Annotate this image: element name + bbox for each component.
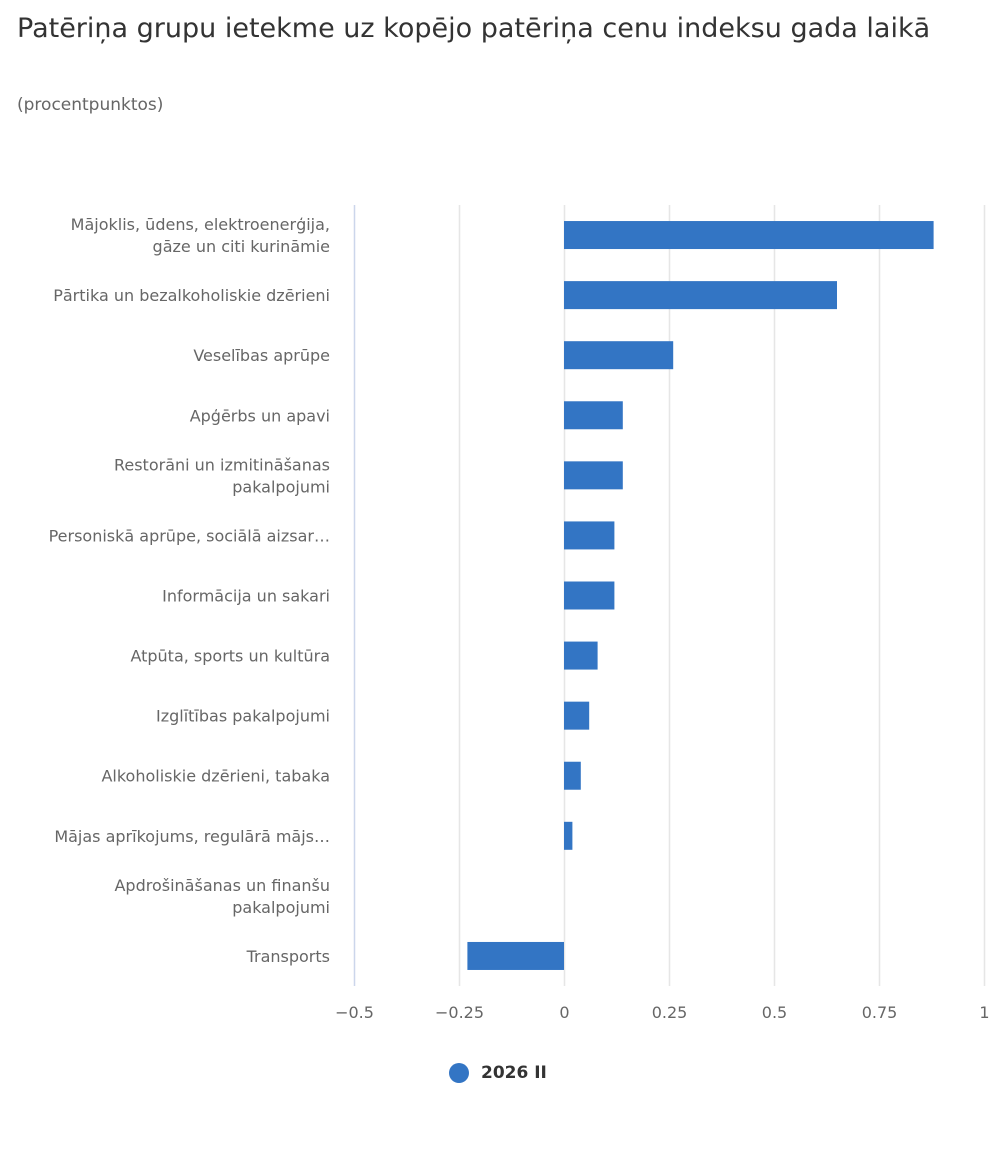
category-label: Mājoklis, ūdens, elektroenerģija, gāze un…: [71, 215, 330, 256]
bar[interactable]: [564, 821, 573, 850]
category-label: Apdrošināšanas un finanšu pakalpojumi: [114, 876, 330, 917]
bar[interactable]: [564, 341, 674, 370]
gridlines: [458, 205, 986, 986]
bar[interactable]: [564, 761, 581, 790]
bar[interactable]: [467, 941, 564, 970]
bars: [467, 221, 934, 970]
x-tick-label: 0.25: [652, 1003, 688, 1022]
legend-label[interactable]: 2026 II: [481, 1063, 547, 1083]
x-tick-label: −0.25: [435, 1003, 484, 1022]
category-label: Pārtika un bezalkoholiskie dzērieni: [53, 286, 330, 305]
category-labels: Mājoklis, ūdens, elektroenerģija, gāze un…: [49, 215, 330, 966]
category-label: Restorāni un izmitināšanas pakalpojumi: [114, 455, 330, 496]
legend-marker-icon[interactable]: [449, 1063, 469, 1083]
category-label: Mājas aprīkojums, regulārā mājs…: [54, 827, 330, 846]
bar[interactable]: [564, 641, 598, 670]
category-label: Izglītības pakalpojumi: [156, 707, 330, 726]
category-label: Apģērbs un apavi: [190, 406, 330, 425]
legend: 2026 II: [449, 1063, 547, 1083]
category-label: Personiskā aprūpe, sociālā aizsar…: [49, 526, 330, 545]
x-tick-label: 0.75: [862, 1003, 898, 1022]
x-tick-label: −0.5: [335, 1003, 374, 1022]
bar[interactable]: [564, 701, 590, 730]
x-tick-label: 0.5: [762, 1003, 787, 1022]
bar[interactable]: [564, 401, 623, 430]
x-tick-label: 0: [559, 1003, 569, 1022]
category-label: Informācija un sakari: [162, 587, 330, 606]
bar[interactable]: [564, 221, 934, 250]
bar[interactable]: [564, 581, 615, 610]
bar[interactable]: [564, 461, 623, 490]
bar[interactable]: [564, 521, 615, 550]
bar[interactable]: [564, 281, 837, 310]
x-axis-tick-labels: −0.5 −0.25 0 0.25 0.5 0.75 1: [335, 1003, 990, 1022]
category-label: Transports: [246, 947, 330, 966]
category-label: Atpūta, sports un kultūra: [130, 647, 330, 666]
chart-subtitle: (procentpunktos): [17, 95, 164, 115]
category-label: Veselības aprūpe: [193, 346, 330, 365]
category-label: Alkoholiskie dzērieni, tabaka: [101, 767, 330, 786]
chart-title: Patēriņa grupu ietekme uz kopējo patēriņ…: [17, 13, 931, 44]
x-tick-label: 1: [979, 1003, 989, 1022]
